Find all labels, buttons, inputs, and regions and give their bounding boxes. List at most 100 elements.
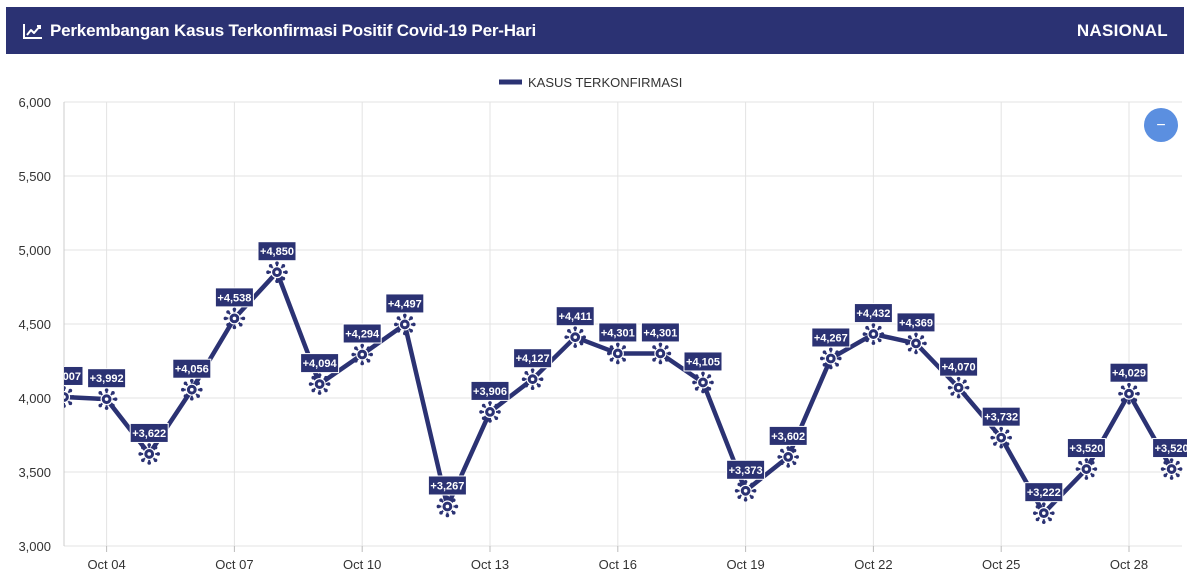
data-label-box — [683, 351, 723, 372]
zoom-out-button[interactable]: − — [1144, 108, 1178, 142]
legend[interactable]: KASUS TERKONFIRMASI — [499, 75, 682, 90]
virus-spike-tip — [366, 359, 371, 363]
data-label-box — [64, 365, 84, 386]
data-label-box — [427, 475, 467, 496]
virus-spike-tip — [284, 270, 288, 274]
data-labels: +4,007 +3,992 +3,622 +4,056 +4,538 +4,850 +4,0… — [64, 241, 1187, 503]
virus-spike-tip — [113, 397, 118, 401]
virus-spike-tip — [829, 365, 833, 370]
virus-core — [871, 332, 876, 336]
virus-spike-tip — [1035, 517, 1040, 522]
virus-spike-tip — [521, 377, 526, 382]
virus-spike-tip — [403, 313, 407, 318]
virus-marker[interactable] — [990, 426, 1012, 449]
virus-spike-tip — [396, 316, 401, 320]
virus-marker[interactable] — [1118, 382, 1140, 405]
virus-marker[interactable] — [521, 368, 544, 391]
x-tick-label: Oct 04 — [87, 557, 125, 572]
virus-spike-tip — [780, 448, 784, 453]
virus-spike-tip — [609, 345, 614, 349]
virus-spike-tip — [865, 325, 869, 330]
virus-marker[interactable] — [394, 313, 416, 336]
data-label: +4,094 — [300, 353, 340, 374]
x-tick-label: Oct 16 — [599, 557, 637, 572]
virus-spike-tip — [153, 458, 158, 463]
virus-spike-tip — [351, 352, 356, 357]
virus-marker[interactable] — [479, 401, 501, 423]
virus-spike-tip — [111, 403, 115, 408]
virus-spike-tip — [238, 310, 243, 314]
virus-marker[interactable] — [692, 371, 714, 394]
virus-marker[interactable] — [223, 307, 246, 330]
data-label-box — [726, 459, 766, 480]
data-label-text: +4,294 — [345, 328, 380, 340]
virus-spike-tip — [792, 461, 797, 466]
virus-core — [573, 335, 577, 339]
virus-marker[interactable] — [308, 373, 331, 395]
virus-marker[interactable] — [181, 378, 203, 401]
virus-spike-tip — [877, 325, 882, 330]
virus-marker[interactable] — [734, 479, 757, 502]
virus-spike-tip — [871, 341, 876, 345]
data-label-box — [172, 358, 212, 379]
virus-spike-tip — [1163, 460, 1168, 465]
virus-marker[interactable] — [862, 323, 885, 345]
virus-spike-tip — [993, 442, 997, 446]
virus-marker[interactable] — [1075, 458, 1098, 480]
virus-marker[interactable] — [947, 376, 970, 399]
virus-marker[interactable] — [1160, 458, 1183, 480]
virus-spike — [64, 396, 65, 399]
virus-core — [190, 387, 194, 392]
virus-core — [104, 397, 109, 401]
virus-spike-tip — [865, 338, 869, 343]
data-label: +4,070 — [939, 356, 979, 377]
virus-marker[interactable] — [266, 261, 288, 283]
chart-title: Perkembangan Kasus Terkonfirmasi Positif… — [50, 20, 536, 40]
virus-spike-tip — [905, 341, 909, 346]
virus-core — [616, 351, 620, 356]
virus-spike-tip — [752, 488, 757, 493]
virus-spike-tip — [963, 392, 967, 396]
data-label-text: +4,301 — [643, 327, 677, 339]
virus-spike-tip — [622, 358, 626, 362]
data-label-text: +4,432 — [856, 308, 890, 320]
virus-spike-tip — [138, 452, 142, 456]
virus-marker[interactable] — [820, 347, 842, 370]
virus-spike-tip — [707, 374, 712, 378]
virus-marker[interactable] — [1033, 502, 1055, 524]
virus-spike-tip — [1042, 520, 1046, 524]
virus-marker[interactable] — [436, 495, 459, 518]
virus-core — [488, 410, 492, 414]
virus-spike-tip — [1090, 460, 1095, 465]
virus-spike-tip — [324, 388, 328, 393]
data-label-text: +4,094 — [303, 358, 338, 370]
virus-marker[interactable] — [607, 342, 629, 365]
virus-core — [658, 351, 663, 356]
virus-core — [360, 352, 365, 357]
virus-spike-tip — [181, 387, 185, 392]
virus-marker[interactable] — [905, 332, 927, 355]
virus-marker[interactable] — [53, 386, 75, 408]
data-label-text: +3,520 — [1155, 443, 1187, 455]
virus-marker[interactable] — [138, 443, 160, 465]
virus-marker[interactable] — [777, 446, 799, 468]
virus-spike-tip — [409, 316, 413, 320]
virus-spike-tip — [786, 464, 790, 468]
data-label-box — [598, 322, 638, 343]
virus-spike-tip — [1084, 458, 1089, 462]
virus-spike-tip — [1035, 504, 1040, 509]
virus-marker[interactable] — [649, 342, 672, 365]
y-axis: 3,000 3,500 4,000 4,500 5,000 5,500 6,000 — [18, 95, 65, 554]
scope-label: NASIONAL — [1076, 20, 1168, 40]
virus-spike-tip — [360, 343, 365, 348]
virus-spike-tip — [658, 342, 663, 347]
virus-spike-tip — [1048, 504, 1052, 509]
data-label-text: +4,850 — [260, 246, 294, 258]
virus-spike-tip — [1075, 467, 1080, 471]
virus-spike-tip — [275, 261, 279, 265]
virus-spike-tip — [564, 335, 568, 339]
virus-marker[interactable] — [95, 388, 118, 410]
virus-marker[interactable] — [564, 326, 586, 348]
virus-spike-tip — [701, 371, 705, 376]
virus-marker[interactable] — [351, 343, 374, 366]
